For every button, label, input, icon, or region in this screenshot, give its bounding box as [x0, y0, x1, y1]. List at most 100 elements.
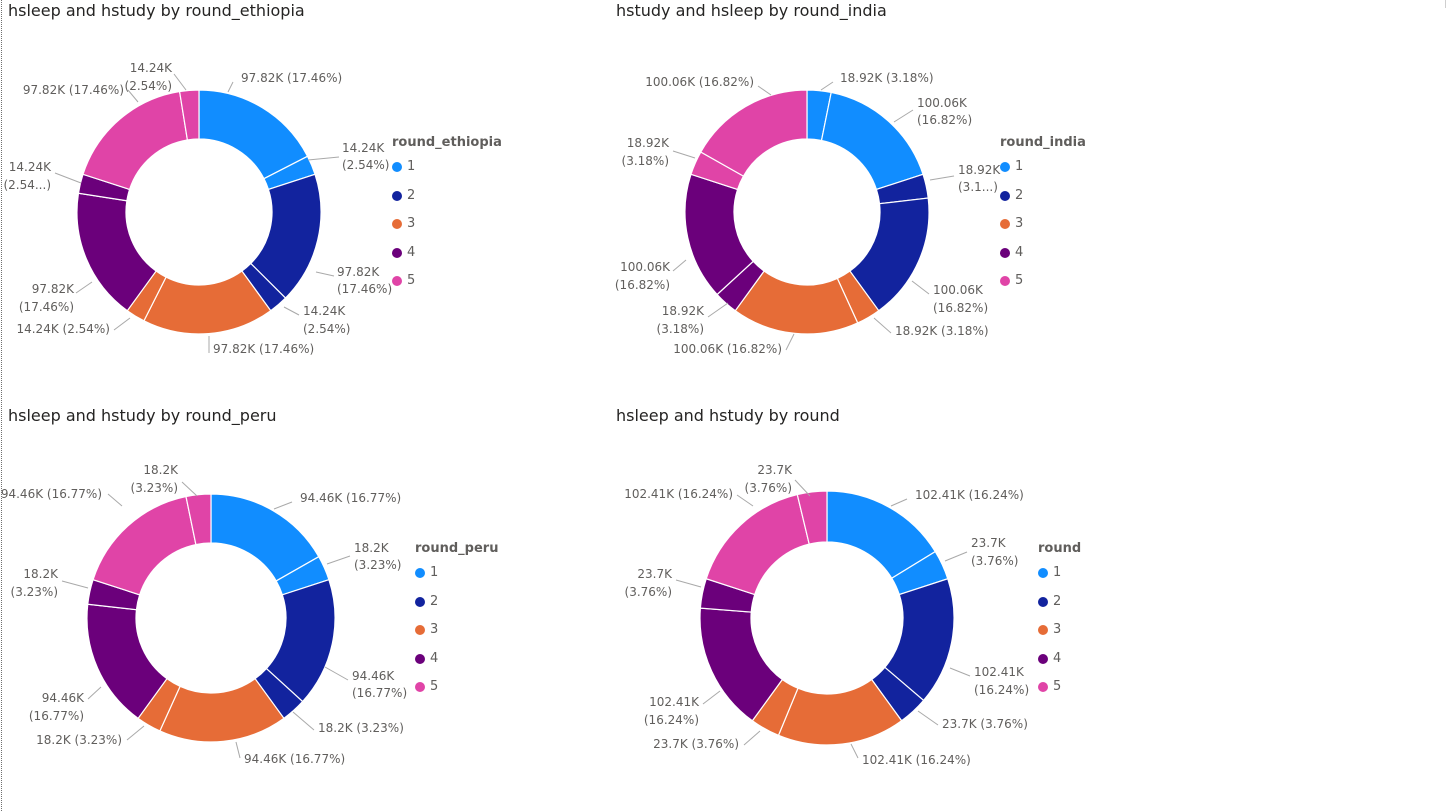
- legend-item-5[interactable]: 5: [1038, 678, 1081, 707]
- data-label: 23.7K (3.76%): [942, 717, 1028, 731]
- legend-item-3[interactable]: 3: [392, 215, 502, 244]
- data-label: 18.92K (3.18%): [840, 71, 934, 85]
- leader-line: [736, 494, 754, 507]
- legend-item-1[interactable]: 1: [415, 564, 498, 593]
- data-label: 100.06K (16.82%): [933, 283, 988, 315]
- data-label: 94.46K (16.77%): [244, 752, 345, 766]
- legend-item-4[interactable]: 4: [415, 650, 498, 679]
- leader-line: [675, 579, 702, 588]
- legend-marker: [392, 162, 402, 172]
- data-label: 94.46K (16.77%): [29, 691, 85, 723]
- legend-item-5[interactable]: 5: [1000, 272, 1086, 301]
- leader-line: [87, 686, 102, 700]
- legend-item-1[interactable]: 1: [1000, 158, 1086, 187]
- data-label: 94.46K (16.77%): [1, 487, 102, 501]
- legend-marker: [392, 219, 402, 229]
- legend-item-2[interactable]: 2: [392, 187, 502, 216]
- legend-item-5[interactable]: 5: [392, 272, 502, 301]
- donut-slice-round-5-hstudy[interactable]: [178, 89, 200, 141]
- donut-visual-india[interactable]: hstudy and hsleep by round_india 18.92K …: [615, 0, 1206, 380]
- legend[interactable]: round_peru 1 2 3 4 5: [415, 540, 498, 707]
- legend-marker: [392, 190, 402, 201]
- leader-line: [707, 302, 729, 318]
- legend-label: 1: [430, 565, 439, 580]
- leader-line: [757, 85, 772, 96]
- data-label: 14.24K (2.54%): [16, 322, 110, 336]
- data-label: 94.46K (16.77%): [352, 669, 407, 700]
- leader-line: [850, 743, 859, 759]
- leader-line: [949, 667, 971, 677]
- legend-marker: [415, 596, 425, 607]
- legend-marker: [1000, 276, 1010, 286]
- donut-visual-peru[interactable]: hsleep and hstudy by round_peru 94.46K (…: [1, 406, 598, 786]
- legend-label: 4: [1015, 244, 1024, 260]
- legend-label: 4: [407, 244, 416, 260]
- legend-marker: [1038, 682, 1048, 692]
- donut-slice-round-5-hsleep[interactable]: [705, 493, 810, 596]
- data-label: 18.2K (3.23%): [318, 721, 404, 735]
- leader-line: [890, 498, 908, 507]
- data-label: 23.7K (3.76%): [625, 567, 674, 599]
- legend-item-1[interactable]: 1: [392, 158, 502, 187]
- legend-item-2[interactable]: 2: [415, 593, 498, 622]
- leader-line: [743, 730, 761, 746]
- data-label: 18.92K (3.18%): [895, 324, 989, 338]
- donut-slice-round-5-hsleep[interactable]: [82, 90, 189, 191]
- leader-line: [107, 493, 123, 507]
- legend-item-3[interactable]: 3: [415, 621, 498, 650]
- legend-label: 2: [430, 593, 439, 609]
- data-label: 14.24K (2.54...): [3, 160, 52, 192]
- leader-line: [702, 690, 721, 705]
- legend-title: round: [1038, 541, 1082, 556]
- leader-line: [929, 175, 955, 181]
- data-label: 100.06K (16.82%): [645, 75, 754, 89]
- donut-slice-round-1-hsleep[interactable]: [820, 91, 924, 191]
- legend[interactable]: round 1 2 3 4 5: [1038, 540, 1081, 707]
- legend-marker: [1000, 247, 1010, 258]
- data-label: 94.46K (16.77%): [300, 491, 401, 505]
- legend-marker: [415, 653, 425, 664]
- donut-visual-round[interactable]: hsleep and hstudy by round 102.41K (16.2…: [616, 406, 1206, 786]
- canvas-left-border: [1, 0, 2, 811]
- legend-item-4[interactable]: 4: [1000, 244, 1086, 273]
- leader-line: [75, 281, 93, 294]
- legend-label: 1: [1015, 159, 1024, 174]
- data-label: 97.82K (17.46%): [337, 265, 392, 296]
- data-label: 102.41K (16.24%): [974, 665, 1029, 697]
- legend-label: 1: [407, 159, 416, 174]
- legend-item-3[interactable]: 3: [1000, 215, 1086, 244]
- data-label: 23.7K (3.76%): [971, 536, 1018, 568]
- donut-visual-ethiopia[interactable]: hsleep and hstudy by round_ethiopia 97.8…: [3, 0, 598, 380]
- data-label: 100.06K (16.82%): [673, 342, 782, 356]
- donut-chart[interactable]: 97.82K (17.46%)14.24K (2.54%)97.82K (17.46…: [3, 0, 598, 380]
- legend-item-2[interactable]: 2: [1038, 593, 1081, 622]
- legend-item-4[interactable]: 4: [1038, 650, 1081, 679]
- legend-item-5[interactable]: 5: [415, 678, 498, 707]
- leader-line: [911, 280, 930, 295]
- legend-item-1[interactable]: 1: [1038, 564, 1081, 593]
- donut-slice-round-5-hsleep[interactable]: [92, 495, 197, 596]
- data-label: 14.24K (2.54%): [125, 61, 174, 93]
- leader-line: [173, 73, 187, 91]
- legend-marker: [1038, 568, 1048, 578]
- legend-label: 1: [1053, 565, 1062, 580]
- leader-line: [315, 271, 335, 277]
- donut-chart[interactable]: 102.41K (16.24%) 23.7K (3.76%) 102.41K (16.2…: [616, 406, 1206, 786]
- legend-item-3[interactable]: 3: [1038, 621, 1081, 650]
- donut-slice-round-5-hstudy[interactable]: [185, 493, 212, 546]
- data-label: 18.2K (3.23%): [131, 463, 180, 495]
- legend[interactable]: round_ethiopia 1 2 3 4 5: [392, 134, 502, 301]
- legend[interactable]: round_india 1 2 3 4 5: [1000, 134, 1086, 301]
- leader-line: [127, 89, 139, 103]
- legend-item-2[interactable]: 2: [1000, 187, 1086, 216]
- leader-line: [324, 666, 349, 681]
- legend-label: 4: [430, 650, 439, 666]
- donut-chart[interactable]: 18.92K (3.18%) 100.06K (16.82%) 18.92K (3.1.…: [615, 0, 1206, 380]
- chart-title: hsleep and hstudy by round_peru: [8, 406, 277, 425]
- donut-slice-round-5-hsleep[interactable]: [699, 89, 808, 177]
- chart-title: hstudy and hsleep by round_india: [616, 1, 887, 20]
- donut-chart[interactable]: 94.46K (16.77%) 18.2K (3.23%) 94.46K (16.77%…: [1, 406, 598, 786]
- data-label: 100.06K (16.82%): [917, 96, 972, 127]
- legend-item-4[interactable]: 4: [392, 244, 502, 273]
- legend-label: 3: [430, 622, 439, 637]
